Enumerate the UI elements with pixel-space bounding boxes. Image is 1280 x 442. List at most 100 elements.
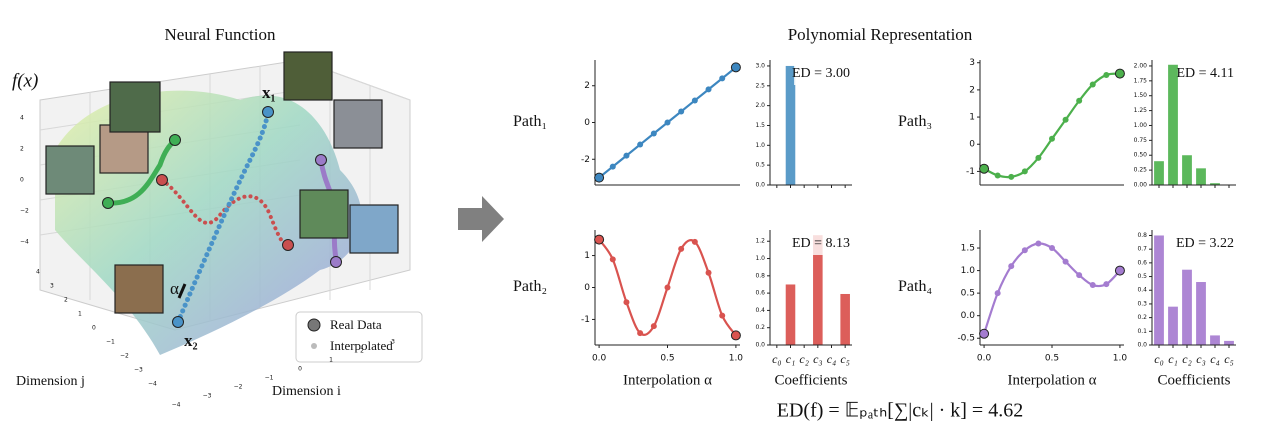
i-tick-label: 3 bbox=[391, 339, 395, 346]
point bbox=[1049, 135, 1055, 142]
point bbox=[637, 141, 644, 148]
x-tick-label: c₄ bbox=[1210, 352, 1220, 366]
bar bbox=[785, 65, 796, 185]
point bbox=[1114, 68, 1125, 79]
point bbox=[664, 284, 671, 291]
z-tick-label: 2 bbox=[20, 146, 24, 153]
point bbox=[705, 86, 712, 93]
panel-title: Neural Function bbox=[165, 25, 276, 44]
y-tick-label: 0.50 bbox=[1134, 152, 1148, 159]
annotation: ED = 4.11 bbox=[1176, 66, 1234, 81]
point bbox=[650, 130, 657, 137]
x-axis-label: Coefficients bbox=[774, 372, 847, 388]
annotation: ED = 3.22 bbox=[1176, 236, 1234, 251]
y-tick-label: 0 bbox=[584, 283, 590, 293]
y-tick-label: 2.00 bbox=[1134, 62, 1148, 69]
point bbox=[719, 75, 726, 82]
point bbox=[678, 108, 685, 115]
y-tick-label: 0.0 bbox=[961, 311, 976, 321]
z-axis-label: f(x) bbox=[12, 70, 38, 91]
j-tick-label: 2 bbox=[64, 297, 68, 304]
point bbox=[979, 163, 990, 174]
j-tick-label: 3 bbox=[50, 283, 54, 290]
y-tick-label: 0 bbox=[584, 118, 590, 128]
i-tick-label: −3 bbox=[203, 393, 212, 400]
bar bbox=[813, 235, 823, 345]
bar bbox=[1196, 282, 1206, 345]
z-tick-label: 0 bbox=[20, 177, 24, 184]
x-axis-label: Dimension i bbox=[272, 384, 341, 399]
point bbox=[979, 328, 990, 339]
j-tick-label: −2 bbox=[120, 353, 129, 360]
point bbox=[994, 172, 1001, 179]
point bbox=[719, 312, 726, 319]
i-tick-label: −2 bbox=[234, 384, 243, 391]
point bbox=[594, 234, 605, 245]
formula: ED(f) = 𝔼ₚₐₜₕ[∑|cₖ| · k] = 4.62 bbox=[777, 400, 1023, 422]
x-tick-label: c₃ bbox=[1196, 352, 1206, 366]
point bbox=[1021, 247, 1028, 254]
annotation-box bbox=[794, 233, 852, 255]
legend-label: Interpolated bbox=[330, 338, 393, 353]
y-tick-label: 0.0 bbox=[755, 182, 765, 189]
y-tick-label: 0.5 bbox=[755, 162, 765, 169]
y-tick-label: 0.6 bbox=[755, 290, 765, 297]
annotation: ED = 3.00 bbox=[792, 66, 850, 81]
bar bbox=[1182, 155, 1192, 185]
j-tick-label: −4 bbox=[148, 381, 157, 388]
i-tick-label: −4 bbox=[172, 402, 181, 409]
y-tick-label: 1 bbox=[584, 251, 590, 261]
path-title: Path₃ bbox=[898, 113, 932, 130]
point bbox=[623, 152, 630, 159]
x-tick-label: 1.0 bbox=[729, 354, 744, 364]
point bbox=[664, 119, 671, 126]
y-tick-label: 0.75 bbox=[1134, 137, 1148, 144]
y-tick-label: 0.2 bbox=[1137, 314, 1147, 321]
y-tick-label: 0.8 bbox=[755, 272, 765, 279]
annotation: ED = 8.13 bbox=[792, 236, 850, 251]
legend-marker bbox=[311, 343, 317, 349]
x-tick-label: c₄ bbox=[827, 352, 837, 366]
point bbox=[1021, 168, 1028, 175]
y-tick-label: 0.8 bbox=[1137, 232, 1147, 239]
x-axis-label: Interpolation α bbox=[623, 372, 712, 388]
y-tick-label: 0.4 bbox=[755, 307, 765, 314]
legend-box bbox=[295, 311, 423, 363]
y-tick-label: 0.1 bbox=[1137, 328, 1147, 335]
point bbox=[1103, 281, 1110, 288]
i-tick-label: 2 bbox=[360, 348, 364, 355]
path-title: Path₁ bbox=[513, 113, 547, 130]
bar bbox=[1224, 340, 1234, 345]
y-tick-label: 0.5 bbox=[961, 289, 975, 299]
z-tick-label: −2 bbox=[20, 208, 29, 215]
y-tick-label: -2 bbox=[581, 155, 590, 165]
y-tick-label: 1.75 bbox=[1134, 77, 1148, 84]
point bbox=[705, 269, 712, 276]
x-tick-label: c₂ bbox=[1182, 352, 1192, 366]
y-tick-label: 0.7 bbox=[1137, 246, 1147, 253]
bar bbox=[1154, 235, 1164, 345]
bar bbox=[1210, 183, 1220, 185]
j-tick-label: 1 bbox=[78, 311, 82, 318]
x-tick-label: c₅ bbox=[1224, 352, 1234, 366]
arrow bbox=[458, 196, 504, 242]
point bbox=[1008, 263, 1015, 270]
point bbox=[1008, 173, 1015, 180]
y-tick-label: 0.4 bbox=[1137, 287, 1147, 294]
3d-panel bbox=[39, 51, 423, 363]
point-label: x₁ bbox=[262, 83, 276, 102]
x-tick-label: 0.5 bbox=[660, 354, 674, 364]
x-tick-label: 0.5 bbox=[1045, 354, 1059, 364]
point bbox=[609, 256, 616, 263]
alpha-label: α bbox=[170, 279, 179, 298]
y-tick-label: 0.6 bbox=[1137, 259, 1147, 266]
y-tick-label: 0.0 bbox=[755, 342, 765, 349]
x-tick-label: c₀ bbox=[1154, 352, 1164, 366]
j-tick-label: 0 bbox=[92, 325, 96, 332]
path-title: Path₄ bbox=[898, 278, 932, 295]
red-path bbox=[160, 178, 290, 247]
x-tick-label: c₁ bbox=[1168, 352, 1178, 366]
x-tick-label: c₅ bbox=[840, 352, 850, 366]
z-tick-label: 4 bbox=[20, 115, 24, 122]
point bbox=[1114, 265, 1125, 276]
